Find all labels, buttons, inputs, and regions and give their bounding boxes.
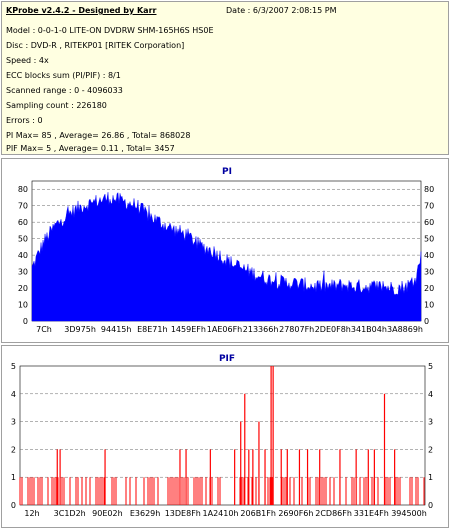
pif-stats-line: PIF Max= 5 , Average= 0.11 , Total= 3457 bbox=[6, 144, 175, 153]
x-tick-label: 213366h bbox=[243, 325, 279, 334]
y-tick-label-left: 60 bbox=[18, 218, 28, 227]
pi-chart: PI 0 0 10 10 20 20 30 30 40 40 50 50 60 60 70 70 80 80 7Ch… bbox=[18, 167, 434, 334]
y-tick-label-left: 40 bbox=[18, 251, 28, 260]
y-tick-label-right: 10 bbox=[424, 301, 434, 310]
x-tick-label: 90E02h bbox=[92, 509, 122, 518]
disc-info-panel: KProbe v2.4.2 - Designed by Karr Date : … bbox=[1, 1, 449, 155]
x-tick-label: 2DE0F8h bbox=[315, 325, 351, 334]
y-tick-label-left: 80 bbox=[18, 185, 28, 194]
y-tick-label-right: 70 bbox=[424, 202, 434, 211]
y-tick-label-right: 1 bbox=[428, 473, 433, 482]
plot-frame bbox=[19, 365, 426, 506]
speed-line: Speed : 4x bbox=[6, 56, 49, 65]
x-tick-label: 206B1Fh bbox=[240, 509, 276, 518]
y-tick-label-right: 0 bbox=[428, 501, 433, 510]
x-tick-label: 394500h bbox=[391, 509, 427, 518]
y-tick-label-right: 5 bbox=[428, 362, 433, 371]
pif-chart: PIF 0 0 1 1 2 2 3 3 4 4 5 5 12h 3C1D2h 90E02h E3629h 13D… bbox=[11, 354, 433, 518]
x-tick-label: 2CD86Fh bbox=[315, 509, 352, 518]
y-tick-label-left: 30 bbox=[18, 268, 28, 277]
x-tick-label: 27807Fh bbox=[279, 325, 314, 334]
pi-chart-title: PI bbox=[222, 167, 232, 177]
x-tick-label: 12h bbox=[24, 509, 39, 518]
x-tick-label: 3D975h bbox=[64, 325, 96, 334]
y-tick-label-left: 50 bbox=[18, 235, 28, 244]
x-tick-label: 3C1D2h bbox=[54, 509, 86, 518]
errors-line: Errors : 0 bbox=[6, 116, 43, 125]
app-title: KProbe v2.4.2 - Designed by Karr bbox=[6, 6, 157, 15]
pi-stats-line: PI Max= 85 , Average= 26.86 , Total= 868… bbox=[6, 131, 191, 140]
y-tick-label-left: 2 bbox=[11, 445, 16, 454]
y-tick-label-left: 20 bbox=[18, 284, 28, 293]
x-tick-label: 1A2410h bbox=[203, 509, 239, 518]
y-tick-label-right: 20 bbox=[424, 284, 434, 293]
y-tick-label-left: 4 bbox=[11, 390, 16, 399]
x-tick-label: 13DE8Fh bbox=[165, 509, 201, 518]
x-tick-label: 331E4Fh bbox=[354, 509, 389, 518]
y-tick-label-left: 1 bbox=[11, 473, 16, 482]
y-tick-label-left: 10 bbox=[18, 301, 28, 310]
y-tick-label-right: 50 bbox=[424, 235, 434, 244]
x-tick-label: 94415h bbox=[101, 325, 132, 334]
y-tick-label-right: 40 bbox=[424, 251, 434, 260]
y-tick-label-right: 0 bbox=[424, 317, 429, 326]
range-line: Scanned range : 0 - 4096033 bbox=[6, 86, 123, 95]
pif-chart-panel: PIF 0 0 1 1 2 2 3 3 4 4 5 5 12h 3C1D2h 90E02h E3629h 13D… bbox=[1, 345, 449, 528]
pi-series-area bbox=[31, 192, 422, 322]
y-tick-label-left: 0 bbox=[11, 501, 16, 510]
disc-line: Disc : DVD-R , RITEKP01 [RITEK Corporati… bbox=[6, 41, 185, 50]
y-tick-label-left: 3 bbox=[11, 418, 16, 427]
x-tick-label: 3A8869h bbox=[387, 325, 423, 334]
x-tick-label: 2690F6h bbox=[278, 509, 313, 518]
sampling-line: Sampling count : 226180 bbox=[6, 101, 107, 110]
scan-date: Date : 6/3/2007 2:08:15 PM bbox=[226, 6, 337, 15]
x-tick-label: E3629h bbox=[130, 509, 160, 518]
pif-chart-title: PIF bbox=[219, 354, 235, 364]
y-tick-label-right: 3 bbox=[428, 418, 433, 427]
pi-chart-panel: PI 0 0 10 10 20 20 30 30 40 40 50 50 60 60 70 70 80 80 7Ch… bbox=[1, 158, 449, 343]
y-tick-label-right: 4 bbox=[428, 390, 433, 399]
y-tick-label-right: 60 bbox=[424, 218, 434, 227]
y-tick-label-left: 0 bbox=[23, 317, 28, 326]
x-tick-label: E8E71h bbox=[137, 325, 167, 334]
y-tick-label-right: 80 bbox=[424, 185, 434, 194]
y-tick-label-right: 2 bbox=[428, 445, 433, 454]
y-tick-label-left: 70 bbox=[18, 202, 28, 211]
x-tick-label: 1AE06Fh bbox=[207, 325, 242, 334]
x-tick-label: 7Ch bbox=[36, 325, 52, 334]
model-line: Model : 0-0-1-0 LITE-ON DVDRW SHM-165H6S… bbox=[6, 26, 214, 35]
y-tick-label-right: 30 bbox=[424, 268, 434, 277]
ecc-line: ECC blocks sum (PI/PIF) : 8/1 bbox=[6, 71, 121, 80]
y-tick-label-left: 5 bbox=[11, 362, 16, 371]
x-tick-label: 1459EFh bbox=[171, 325, 206, 334]
x-tick-label: 341B04h bbox=[351, 325, 387, 334]
